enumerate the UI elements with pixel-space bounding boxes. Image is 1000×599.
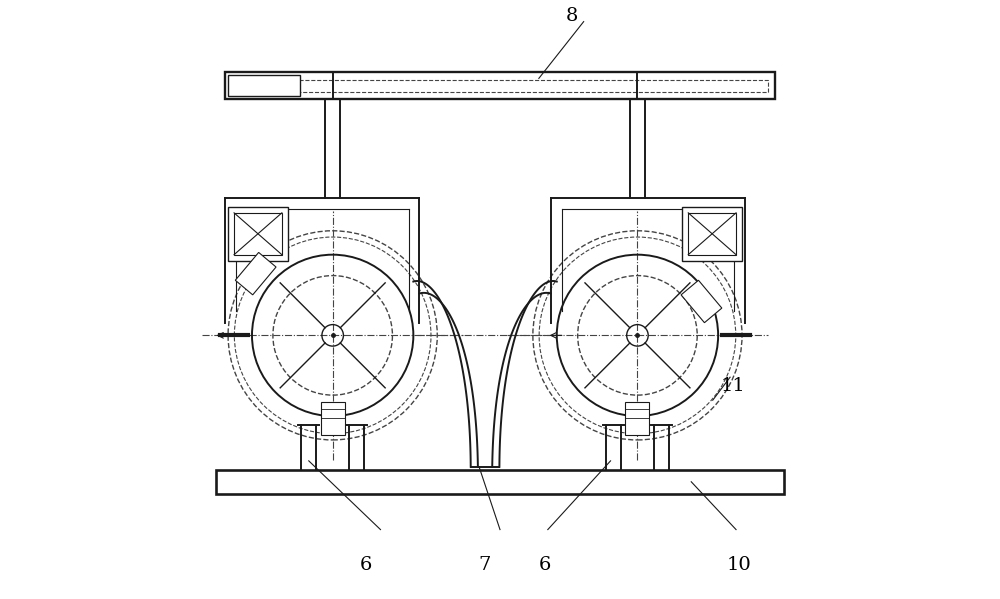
Text: 6: 6 [539, 556, 551, 574]
Bar [625, 402, 649, 435]
Bar [228, 207, 288, 261]
Bar [235, 252, 276, 295]
Bar [681, 280, 722, 323]
Bar [216, 470, 784, 494]
Bar [234, 213, 282, 255]
Bar [688, 213, 736, 255]
Bar [682, 207, 742, 261]
Text: 10: 10 [727, 556, 751, 574]
Text: 11: 11 [721, 377, 745, 395]
Bar [228, 75, 300, 96]
Bar [225, 72, 775, 99]
Bar [232, 80, 768, 92]
Text: 6: 6 [359, 556, 372, 574]
Text: 8: 8 [566, 7, 578, 25]
Text: 7: 7 [479, 556, 491, 574]
Bar [321, 402, 345, 435]
